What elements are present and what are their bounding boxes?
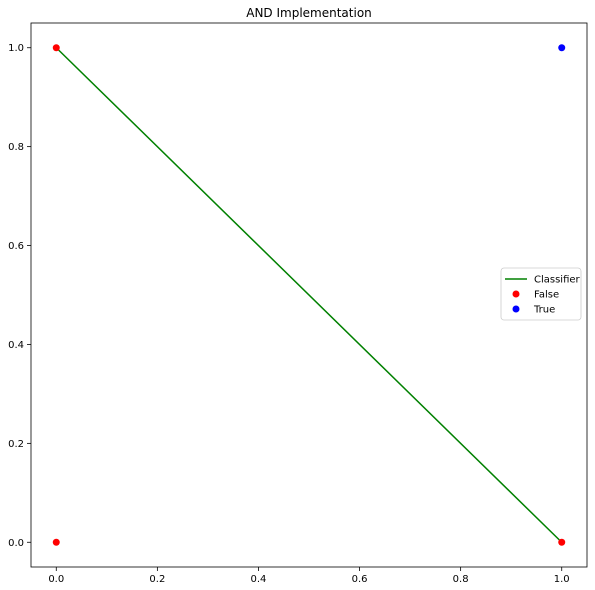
x-tick-label: 0.8 (453, 574, 469, 585)
x-tick-label: 1.0 (554, 574, 570, 585)
x-tick-label: 0.6 (352, 574, 368, 585)
legend-entry-label: Classifier (534, 275, 581, 286)
plot-frame (30, 22, 588, 568)
classifier-line (55, 47, 563, 543)
y-tick-label: 0.8 (8, 142, 24, 153)
series-layer (52, 44, 566, 546)
legend-entry-label: False (534, 290, 559, 301)
x-tick-label: 0.0 (48, 574, 64, 585)
y-tick-label: 0.4 (8, 340, 24, 351)
false-point (52, 44, 60, 52)
x-axis: 0.0 0.2 0.4 0.6 0.8 1.0 (48, 567, 570, 585)
true-point (558, 44, 566, 52)
plot-area (30, 22, 588, 568)
y-tick-label: 0.6 (8, 241, 24, 252)
x-tick-label: 0.2 (149, 574, 165, 585)
false-point (558, 538, 566, 546)
legend-swatch-point (512, 290, 520, 298)
x-tick-label: 0.4 (251, 574, 267, 585)
y-tick-label: 1.0 (8, 43, 24, 54)
false-point (52, 538, 60, 546)
y-axis: 0.0 0.2 0.4 0.6 0.8 1.0 (8, 43, 31, 549)
legend: Classifier False True (500, 267, 582, 321)
y-tick-label: 0.0 (8, 538, 24, 549)
legend-box (500, 267, 582, 321)
y-tick-label: 0.2 (8, 439, 24, 450)
chart-title: AND Implementation (246, 6, 372, 20)
legend-swatch-point (512, 305, 520, 313)
legend-entry-label: True (533, 305, 555, 316)
